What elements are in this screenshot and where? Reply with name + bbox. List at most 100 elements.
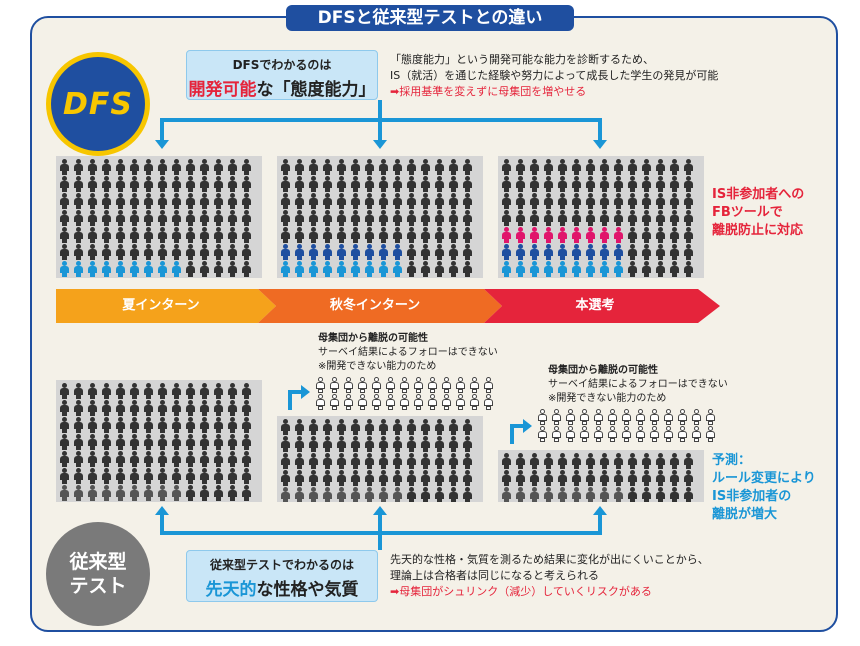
person-icon: [515, 210, 526, 226]
person-icon: [515, 453, 526, 469]
person-icon: [350, 159, 361, 175]
person-icon: [641, 159, 652, 175]
person-icon: [571, 470, 582, 486]
person-icon: [59, 451, 70, 467]
person-icon: [350, 244, 361, 260]
person-icon: [294, 210, 305, 226]
trad-side-line: ルール変更により: [712, 471, 816, 486]
person-icon: [171, 434, 182, 450]
person-icon: [199, 400, 210, 416]
trad-desc-line: 理論上は合格者は同じになると考えられる: [390, 569, 599, 582]
person-icon: [227, 383, 238, 399]
trad-side-line: IS非参加者の: [712, 489, 792, 504]
person-icon: [308, 436, 319, 452]
person-icon: [613, 159, 624, 175]
person-icon: [143, 400, 154, 416]
person-icon: [115, 193, 126, 209]
person-icon: [613, 176, 624, 192]
person-icon: [294, 470, 305, 486]
person-icon: [73, 159, 84, 175]
person-icon: [557, 210, 568, 226]
person-icon: [227, 400, 238, 416]
person-icon: [59, 176, 70, 192]
person-icon: [607, 409, 618, 425]
person-icon: [655, 176, 666, 192]
person-icon: [185, 193, 196, 209]
person-icon: [129, 261, 140, 277]
person-icon: [322, 487, 333, 502]
trad-connector: [160, 514, 164, 534]
person-icon: [241, 227, 252, 243]
person-icon: [613, 261, 624, 277]
person-icon: [213, 468, 224, 484]
person-icon: [199, 176, 210, 192]
person-icon: [543, 227, 554, 243]
dfs-box-line2: 開発可能な「態度能力」: [187, 75, 377, 100]
person-icon: [227, 451, 238, 467]
person-icon: [529, 159, 540, 175]
person-icon: [364, 261, 375, 277]
person-icon: [585, 193, 596, 209]
person-icon: [607, 426, 618, 442]
person-icon: [691, 426, 702, 442]
person-icon: [157, 244, 168, 260]
person-icon: [641, 210, 652, 226]
person-icon: [280, 453, 291, 469]
person-icon: [455, 377, 466, 393]
person-icon: [350, 176, 361, 192]
person-icon: [406, 159, 417, 175]
person-icon: [280, 261, 291, 277]
arrow-up-icon: [373, 506, 387, 515]
person-icon: [399, 377, 410, 393]
person-icon: [543, 193, 554, 209]
person-icon: [378, 244, 389, 260]
person-icon: [357, 377, 368, 393]
phase-summer-shape: [56, 289, 276, 323]
person-icon: [129, 244, 140, 260]
person-icon: [241, 434, 252, 450]
dfs-summary-box: DFSでわかるのは 開発可能な「態度能力」: [186, 50, 378, 100]
person-icon: [462, 419, 473, 435]
phase-main-shape: [484, 289, 720, 323]
person-icon: [185, 451, 196, 467]
phase-main-label: 本選考: [575, 298, 615, 313]
person-icon: [294, 244, 305, 260]
person-icon: [308, 210, 319, 226]
person-icon: [529, 487, 540, 502]
dropout-arrow: [510, 424, 514, 444]
person-icon: [579, 426, 590, 442]
person-icon: [462, 210, 473, 226]
person-icon: [336, 193, 347, 209]
person-icon: [101, 210, 112, 226]
person-icon: [448, 210, 459, 226]
person-icon: [87, 193, 98, 209]
trad-box-line2: 先天的な性格や気質: [187, 575, 377, 600]
person-icon: [543, 244, 554, 260]
person-icon: [462, 470, 473, 486]
person-icon: [343, 394, 354, 410]
person-icon: [87, 159, 98, 175]
dfs-logo: DFS: [46, 52, 150, 156]
person-icon: [87, 244, 98, 260]
person-icon: [185, 227, 196, 243]
dfs-side-note: IS非参加者への FBツールで 離脱防止に対応: [712, 186, 804, 240]
person-icon: [87, 485, 98, 501]
person-icon: [227, 176, 238, 192]
person-icon: [157, 417, 168, 433]
person-icon: [115, 261, 126, 277]
person-icon: [115, 176, 126, 192]
person-icon: [115, 210, 126, 226]
person-icon: [392, 227, 403, 243]
person-icon: [364, 470, 375, 486]
person-icon: [557, 193, 568, 209]
person-icon: [294, 453, 305, 469]
person-icon: [213, 417, 224, 433]
person-icon: [308, 453, 319, 469]
person-icon: [329, 394, 340, 410]
trad-side-line: 予測：: [712, 453, 752, 468]
person-icon: [143, 485, 154, 501]
person-icon: [129, 485, 140, 501]
person-icon: [434, 470, 445, 486]
person-icon: [557, 487, 568, 502]
person-icon: [227, 244, 238, 260]
